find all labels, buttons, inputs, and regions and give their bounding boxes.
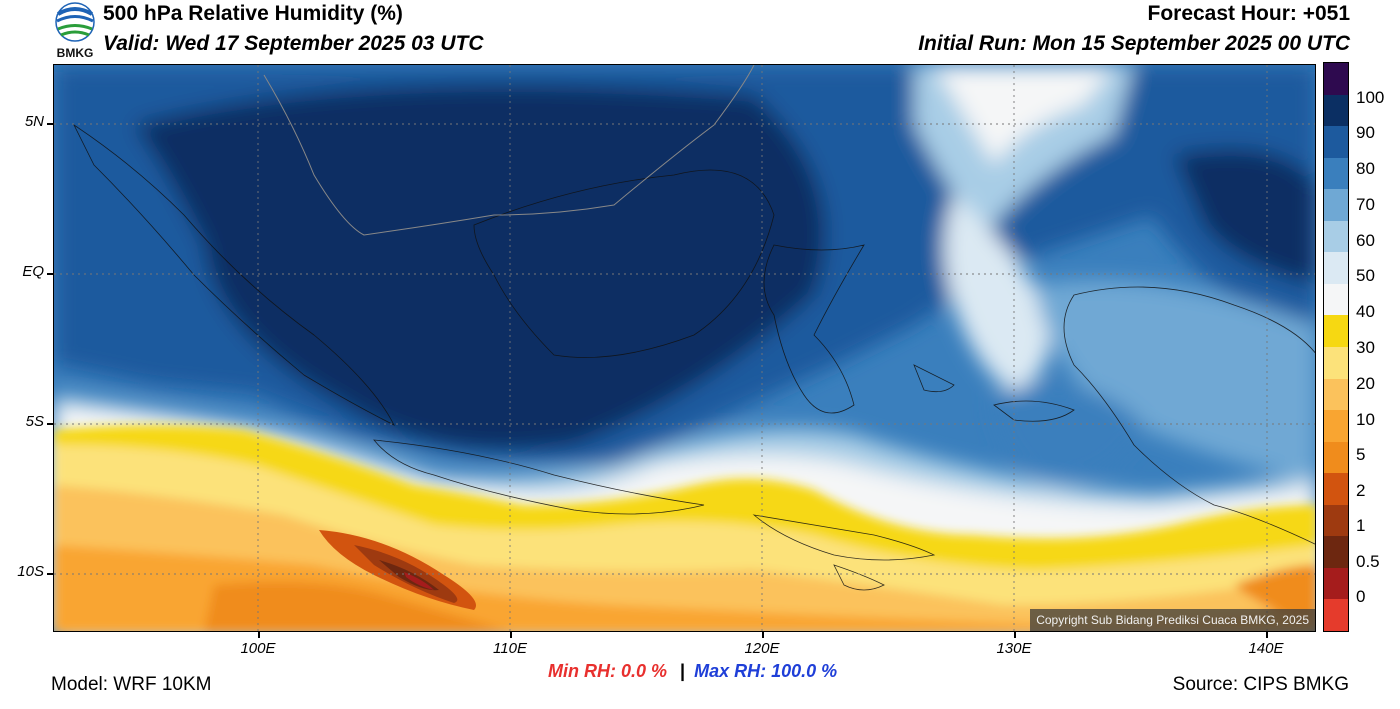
colorbar-label: 10	[1356, 410, 1375, 429]
min-rh: Min RH: 0.0 %	[548, 661, 668, 681]
colorbar-segment	[1324, 347, 1348, 380]
colorbar-label: 20	[1356, 374, 1375, 393]
model-label: Model: WRF 10KM	[51, 674, 212, 695]
colorbar-label: 5	[1356, 445, 1366, 464]
bmkg-logo-icon	[55, 2, 95, 42]
valid-time: Valid: Wed 17 September 2025 03 UTC	[103, 32, 484, 55]
lat-label-5s: 5S	[25, 413, 44, 430]
initial-run: Initial Run: Mon 15 September 2025 00 UT…	[918, 32, 1350, 55]
lat-label-5n: 5N	[24, 113, 44, 130]
lon-label-100e: 100E	[240, 640, 276, 657]
source-label: Source: CIPS BMKG	[1172, 674, 1349, 695]
lat-label-10s: 10S	[17, 563, 44, 580]
colorbar-segment	[1324, 220, 1348, 253]
colorbar-segment	[1324, 94, 1348, 127]
lon-label-140e: 140E	[1248, 640, 1284, 657]
colorbar-label: 30	[1356, 338, 1375, 357]
logo-text: BMKG	[56, 46, 94, 60]
humidity-map[interactable]: Copyright Sub Bidang Prediksi Cuaca BMKG…	[53, 64, 1316, 632]
colorbar-label: 100	[1356, 88, 1385, 107]
colorbar-label: 1	[1356, 516, 1366, 535]
lon-tick	[1266, 632, 1268, 638]
bmkg-logo: BMKG	[52, 2, 98, 60]
colorbar-segment	[1324, 252, 1348, 285]
max-rh: Max RH: 100.0 %	[694, 661, 838, 681]
colorbar-segment	[1324, 63, 1348, 96]
colorbar-label: 40	[1356, 302, 1375, 321]
colorbar-label: 50	[1356, 266, 1375, 285]
colorbar-segment	[1324, 126, 1348, 159]
lon-tick	[510, 632, 512, 638]
stats-line: Min RH: 0.0 % | Max RH: 100.0 %	[548, 661, 837, 682]
lon-label-130e: 130E	[996, 640, 1032, 657]
colorbar-segment	[1324, 283, 1348, 316]
colorbar-label: 0	[1356, 587, 1366, 606]
colorbar-segment	[1324, 504, 1348, 537]
colorbar-segment	[1324, 473, 1348, 506]
lon-label-110e: 110E	[493, 640, 527, 657]
stats-separator: |	[680, 661, 686, 681]
lon-label-120e: 120E	[744, 640, 780, 657]
colorbar-label: 60	[1356, 231, 1375, 250]
lon-tick	[258, 632, 260, 638]
lat-tick	[47, 123, 53, 125]
colorbar-label: 0.5	[1356, 552, 1380, 571]
lat-label-eq: EQ	[22, 263, 44, 280]
colorbar-segment	[1324, 536, 1348, 569]
colorbar-segment	[1324, 567, 1348, 600]
colorbar-segment	[1324, 157, 1348, 190]
colorbar-label: 90	[1356, 123, 1375, 142]
chart-title: 500 hPa Relative Humidity (%)	[103, 2, 403, 25]
lat-tick	[47, 423, 53, 425]
forecast-hour: Forecast Hour: +051	[1147, 2, 1351, 25]
lat-tick	[47, 273, 53, 275]
copyright-notice: Copyright Sub Bidang Prediksi Cuaca BMKG…	[1030, 609, 1315, 631]
colorbar-segment	[1324, 315, 1348, 348]
humidity-field	[54, 65, 1315, 631]
colorbar-label: 2	[1356, 481, 1366, 500]
colorbar-segment	[1324, 599, 1348, 632]
colorbar-label: 80	[1356, 159, 1375, 178]
lon-tick	[762, 632, 764, 638]
lat-tick	[47, 573, 53, 575]
colorbar	[1323, 62, 1349, 632]
colorbar-segment	[1324, 189, 1348, 222]
colorbar-segment	[1324, 410, 1348, 443]
colorbar-segment	[1324, 378, 1348, 411]
colorbar-segment	[1324, 441, 1348, 474]
colorbar-label: 70	[1356, 195, 1375, 214]
lon-tick	[1014, 632, 1016, 638]
